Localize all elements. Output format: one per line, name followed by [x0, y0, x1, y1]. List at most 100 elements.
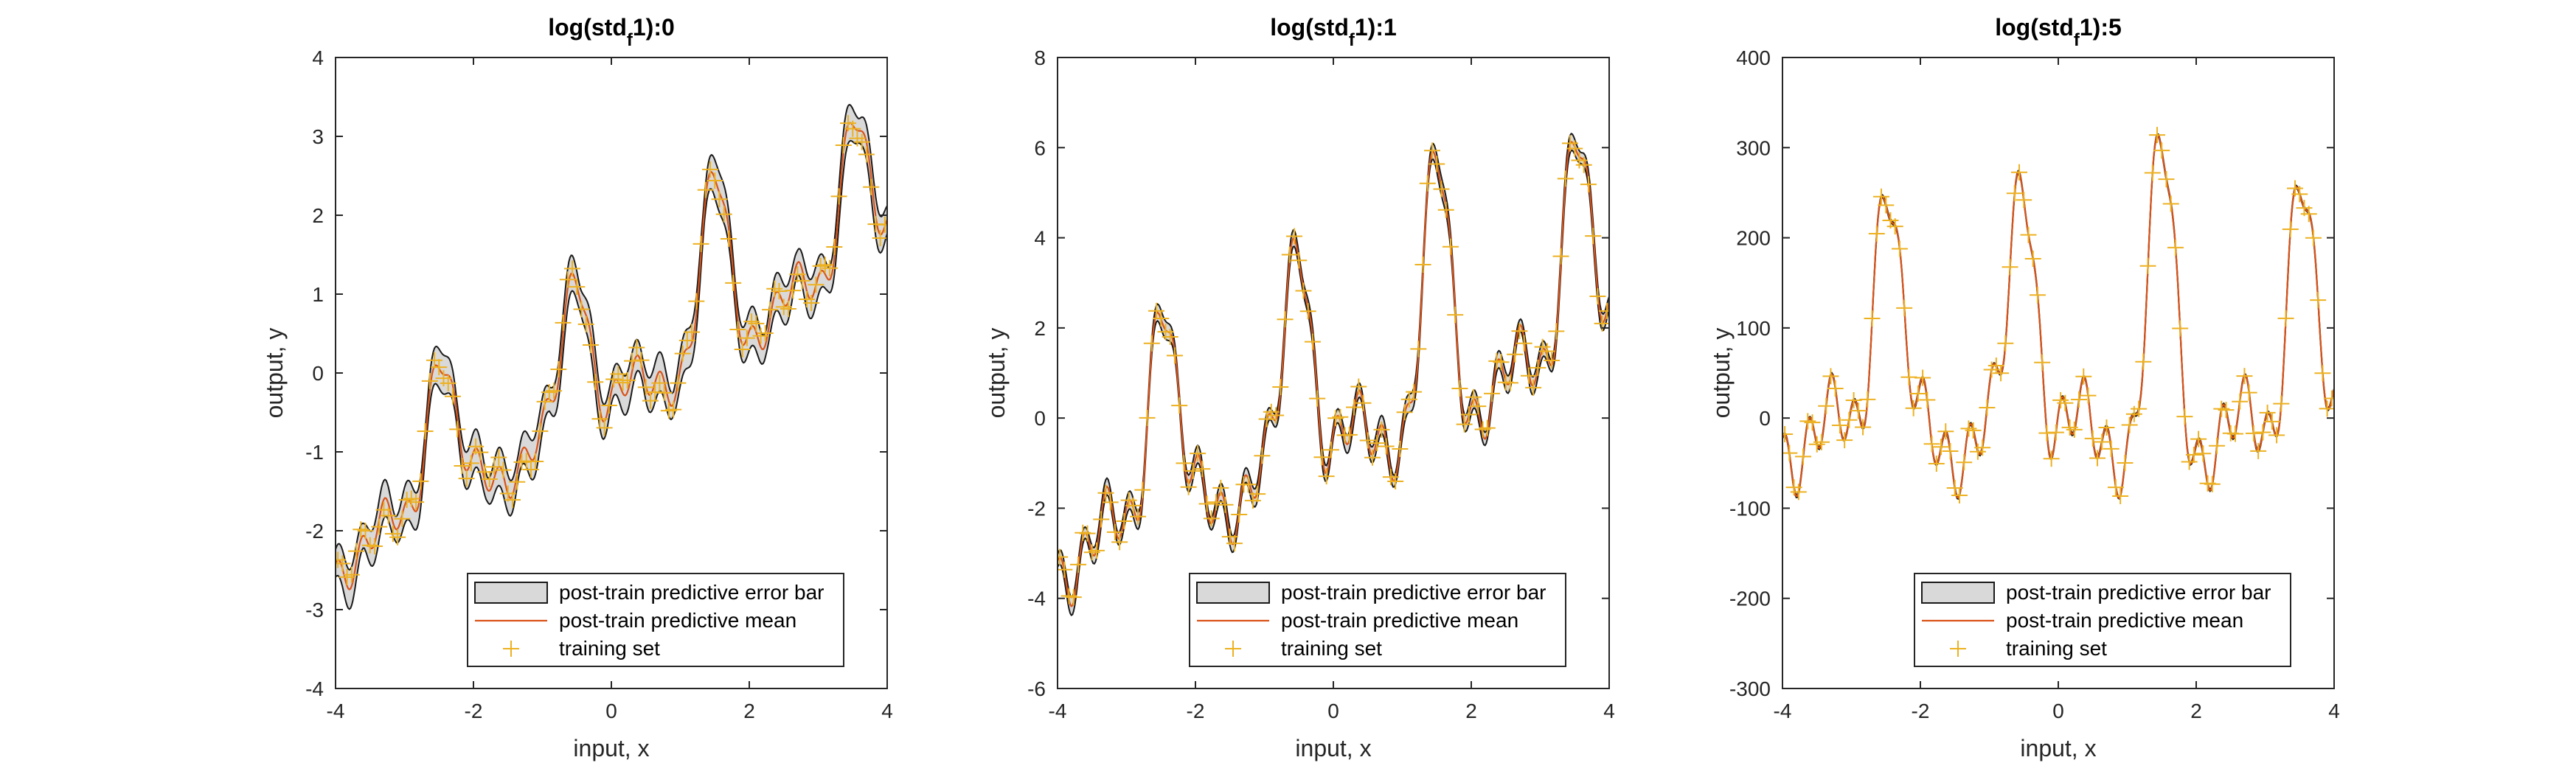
training-point	[444, 388, 461, 405]
training-point	[1350, 378, 1367, 395]
x-axis-label: input, x	[2020, 735, 2096, 761]
training-point	[380, 507, 397, 524]
training-point	[1923, 436, 1940, 453]
training-point	[2006, 185, 2023, 202]
y-tick-label: -4	[1027, 588, 1046, 610]
legend-label: post-train predictive error bar	[2006, 581, 2271, 604]
training-point	[2034, 354, 2051, 371]
training-point	[2131, 400, 2148, 417]
training-point	[412, 473, 429, 489]
training-point	[2071, 391, 2088, 408]
training-point	[1488, 352, 1505, 369]
y-tick-label: -1	[305, 441, 324, 464]
training-point	[343, 566, 360, 583]
training-point	[1993, 365, 2010, 382]
training-point	[1557, 170, 1574, 187]
training-point	[398, 492, 415, 509]
training-point	[1318, 468, 1335, 485]
training-point	[1254, 447, 1271, 464]
training-point	[1116, 512, 1133, 529]
x-tick-label: 2	[2190, 700, 2202, 722]
training-point	[1221, 529, 1238, 545]
training-point	[1079, 525, 1096, 542]
training-point	[513, 453, 530, 470]
training-point	[2075, 368, 2092, 385]
training-point	[2117, 455, 2134, 472]
training-point	[2121, 416, 2138, 433]
training-point	[1782, 426, 1794, 443]
training-point	[633, 352, 650, 369]
training-point	[1859, 391, 1876, 408]
training-point	[2300, 206, 2317, 223]
training-point	[2098, 419, 2115, 436]
training-point	[1106, 523, 1123, 540]
training-point	[2209, 437, 2226, 454]
training-point	[1166, 347, 1183, 364]
x-tick-label: 0	[605, 700, 617, 722]
training-point	[1501, 374, 1518, 391]
legend-label: post-train predictive mean	[2006, 609, 2243, 632]
training-point	[2190, 430, 2207, 447]
training-point	[2002, 259, 2018, 276]
training-point	[1942, 443, 1959, 460]
training-point	[1836, 432, 1853, 449]
training-point	[684, 324, 701, 341]
training-point	[596, 419, 613, 436]
training-point	[2103, 440, 2120, 457]
training-point	[504, 492, 521, 509]
training-point	[656, 384, 673, 401]
training-point	[1534, 338, 1551, 355]
training-point	[417, 423, 434, 440]
training-point	[336, 555, 351, 572]
y-tick-label: 0	[1034, 407, 1046, 430]
y-tick-label: -6	[1027, 677, 1046, 700]
training-point	[1782, 444, 1798, 461]
training-point	[1900, 369, 1917, 386]
training-point	[775, 299, 792, 315]
training-point	[1171, 397, 1188, 414]
training-point	[1419, 175, 1436, 192]
training-point	[472, 444, 489, 461]
training-point	[738, 330, 755, 346]
error-band-lower	[336, 139, 887, 610]
training-point	[785, 282, 802, 299]
training-point	[2011, 164, 2028, 181]
training-point	[1878, 197, 1895, 214]
training-point	[577, 315, 594, 332]
y-tick-label: 0	[1759, 407, 1771, 430]
training-point	[707, 172, 723, 189]
training-point	[1965, 422, 1982, 439]
training-point	[1470, 398, 1487, 415]
y-axis-label: output, y	[983, 328, 1010, 419]
training-point	[1208, 494, 1225, 511]
training-point	[1891, 240, 1908, 257]
training-point	[1373, 421, 1390, 438]
training-point	[1396, 404, 1413, 421]
y-tick-label: -4	[305, 677, 324, 700]
training-point	[1790, 484, 1807, 501]
training-point	[1525, 379, 1542, 396]
training-point	[1382, 469, 1399, 486]
training-point	[628, 339, 645, 356]
training-point	[1134, 481, 1151, 498]
training-point	[1456, 416, 1473, 433]
training-point	[835, 136, 852, 153]
y-tick-label: 400	[1736, 46, 1771, 69]
training-point	[1258, 411, 1275, 428]
training-point	[1346, 399, 1363, 416]
training-point	[794, 272, 810, 289]
training-point	[1143, 335, 1160, 352]
training-point	[858, 146, 875, 163]
training-point	[2024, 250, 2041, 267]
legend-label: training set	[559, 637, 660, 660]
training-point	[1060, 588, 1077, 604]
training-point	[614, 374, 631, 391]
y-axis-label: output, y	[261, 328, 288, 419]
training-point	[1960, 420, 1977, 437]
training-point	[1520, 367, 1537, 384]
y-tick-label: -300	[1729, 677, 1771, 700]
training-point	[849, 130, 866, 147]
training-point	[2254, 424, 2271, 441]
